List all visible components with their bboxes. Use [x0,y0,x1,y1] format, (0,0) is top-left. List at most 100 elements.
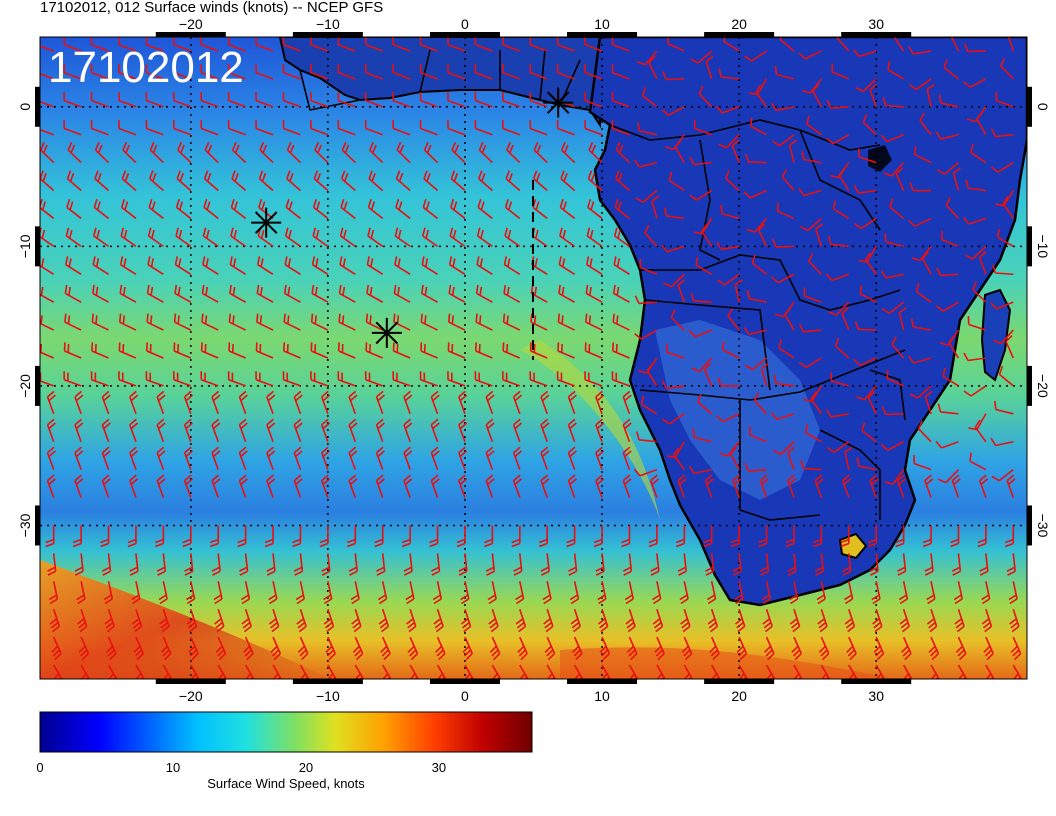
wind-barb-575 [991,469,1014,482]
wind-barb-295 [229,256,247,275]
wind-barb-481 [403,390,413,415]
wind-barb-284 [911,245,932,262]
wind-barb-761 [188,636,199,661]
wind-barb-636 [703,525,713,548]
wind-barb-231 [450,198,466,220]
wind-barb-20 [584,37,603,52]
wind-barb-151 [231,141,247,164]
wind-barb-654 [211,553,221,576]
wind-barb-733 [406,608,417,633]
wind-barb-675 [787,553,797,576]
wind-barb-795 [135,664,145,679]
wind-barb-348 [690,292,712,303]
wind-barb-134 [749,117,767,136]
wind-barb-572 [913,454,932,471]
wind-barb-36 [40,73,54,80]
wind-barb-2 [90,37,109,52]
wind-barb-13 [392,37,411,52]
wind-barb-43 [227,64,246,80]
wind-barb-396 [40,343,55,359]
wind-barb-356 [915,283,932,303]
wind-barb-424 [798,357,822,369]
strong-wind-area-southwest [40,560,330,679]
wind-barb-774 [544,636,556,661]
wind-barb-228 [367,198,384,220]
wind-barb-208 [798,188,822,197]
wind-barb-790 [983,636,994,661]
wind-barb-99 [771,102,795,112]
wind-barb-456 [703,362,713,387]
wind-barb-275 [661,244,685,253]
wind-barb-632 [593,525,603,548]
wind-barb-800 [272,664,283,679]
wind-barb-557 [512,446,523,470]
wind-barb-466 [963,385,987,397]
wind-barb-666 [540,553,550,576]
wind-barb-413 [502,342,521,359]
wind-barb-770 [434,636,446,661]
wind-barb-759 [133,636,145,661]
wind-barb-630 [538,525,549,548]
wind-barb-567 [787,446,795,470]
wind-barb-694 [323,581,333,605]
lon-label-bottom-5: 30 [868,688,884,704]
wind-barb-427 [891,336,905,359]
wind-barb-245 [832,200,850,220]
star-marker-2 [251,207,282,238]
wind-barb-606 [869,474,879,498]
wind-barb-308 [585,256,603,275]
wind-barb-650 [102,553,112,576]
wind-barb-281 [827,235,849,248]
wind-barb-660 [376,553,386,576]
wind-barb-292 [147,256,164,275]
wind-barb-34 [963,43,986,53]
wind-barb-440 [255,371,274,387]
wind-barb-816 [711,664,721,679]
wind-barb-612 [45,525,55,548]
bottom-tick-bar-2 [429,679,500,684]
wind-barb-337 [393,284,411,303]
wind-barb-354 [859,285,877,303]
wind-barb-191 [340,170,356,192]
wind-barb-435 [118,371,137,387]
wind-barb-142 [976,112,987,136]
wind-barb-568 [800,459,822,471]
wind-barb-127 [556,119,575,136]
colorbar-gradient [39,711,533,753]
wind-barb-628 [484,525,494,548]
wind-barb-324 [40,285,55,303]
wind-barb-268 [476,227,493,248]
wind-barb-42 [200,64,219,80]
wind-barb-53 [501,64,521,80]
right-tick-bar-0 [1027,86,1032,127]
interior-light-area [655,320,820,500]
wind-barb-499 [881,406,904,416]
wind-barb-735 [460,608,472,633]
wind-barb-768 [380,636,391,661]
wind-barb-436 [145,371,164,387]
wind-barb-352 [803,287,822,303]
wind-barb-607 [896,474,906,498]
wind-barb-496 [810,391,823,415]
wind-barb-518 [430,418,440,443]
wind-barb-428 [908,355,932,364]
wind-barb-590 [430,474,440,498]
lake-victoria [868,145,892,172]
wind-barb-143 [990,128,1014,138]
wind-barb-813 [628,664,639,679]
wind-barb-507 [129,418,139,443]
wind-barb-55 [556,64,575,80]
wind-barb-185 [176,170,192,192]
wind-barb-161 [506,141,521,164]
wind-barb-364 [146,313,164,331]
wind-barb-209 [838,167,850,191]
wind-barb-443 [337,371,356,387]
wind-barb-244 [800,217,822,232]
wind-barb-820 [820,664,831,679]
wind-barb-611 [1006,474,1016,498]
wind-barb-731 [351,608,362,633]
wind-barb-367 [228,313,246,331]
wind-barb-655 [239,553,249,576]
wind-barb-500 [924,390,933,415]
